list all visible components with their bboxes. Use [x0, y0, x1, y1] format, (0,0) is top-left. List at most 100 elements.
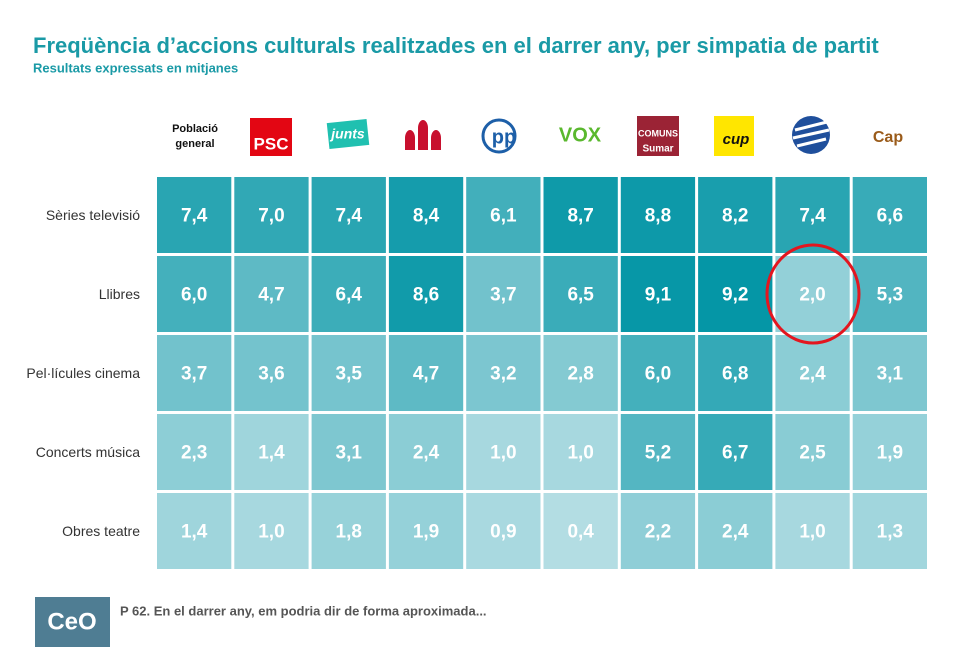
- cell: [620, 335, 696, 411]
- col-label: pp: [492, 126, 516, 148]
- footer-note: P 62. En el darrer any, em podria dir de…: [120, 603, 487, 618]
- cell: [466, 493, 541, 569]
- cell: [775, 493, 850, 569]
- cell-label: 2,3: [181, 443, 207, 464]
- cell: [775, 335, 850, 411]
- cell: [698, 414, 773, 490]
- cell-label: 7,0: [258, 206, 284, 227]
- logo-box: [250, 118, 292, 156]
- cell: [543, 493, 618, 569]
- col-label: general: [175, 138, 214, 150]
- col-label: junts: [329, 126, 365, 142]
- cell: [775, 256, 850, 332]
- cell-label: 2,4: [413, 443, 440, 464]
- logo-shape: [481, 118, 517, 154]
- comuns-logo: COMUNS Sumar: [637, 116, 679, 156]
- cell-label: 8,2: [722, 206, 748, 227]
- cell-label: 1,0: [258, 522, 284, 543]
- junts-logo: junts: [326, 118, 370, 150]
- cell-label: 8,8: [645, 206, 671, 227]
- cell: [311, 256, 386, 332]
- footer-logo: CeO: [47, 608, 96, 635]
- cell: [543, 414, 618, 490]
- cell: [466, 256, 541, 332]
- cell-label: 7,4: [799, 206, 826, 227]
- cell: [698, 177, 773, 253]
- aliança-logo: [792, 116, 830, 154]
- col-label: Població: [172, 123, 218, 135]
- cell-label: 1,9: [413, 522, 439, 543]
- cell: [620, 256, 696, 332]
- cup-logo: cup: [714, 116, 754, 156]
- cell: [388, 256, 464, 332]
- vox-logo: VOX: [559, 124, 602, 146]
- cell-label: 3,1: [336, 443, 363, 464]
- cell: [620, 493, 696, 569]
- cells: 7,4 7,0 7,4 8,4 6,1 8,7 8,8 8,2 7,4 6,6 6,0 4,7 6,4 8…: [157, 177, 927, 569]
- cell-label: 4,7: [258, 285, 284, 306]
- col-header: Població general: [172, 123, 218, 150]
- cell: [852, 256, 927, 332]
- cell: [311, 414, 386, 490]
- cell-label: 6,7: [722, 443, 748, 464]
- row-label: Pel·lícules cinema: [26, 365, 140, 381]
- cell: [234, 493, 309, 569]
- cell: [234, 335, 309, 411]
- col-label: Cap: [873, 129, 903, 146]
- cell-label: 1,8: [336, 522, 362, 543]
- col-label: Sumar: [642, 144, 673, 155]
- col-label: cup: [723, 131, 750, 148]
- cell: [157, 177, 232, 253]
- cell-label: 3,6: [258, 364, 284, 385]
- cell: [311, 493, 386, 569]
- cell-label: 6,0: [181, 285, 207, 306]
- logo-box: [637, 116, 679, 156]
- cell-label: 5,3: [877, 285, 903, 306]
- cell-label: 6,5: [567, 285, 594, 306]
- cell: [698, 493, 773, 569]
- row-label: Sèries televisió: [46, 207, 140, 223]
- cell-label: 1,4: [258, 443, 285, 464]
- cell-label: 2,4: [722, 522, 749, 543]
- cell: [157, 256, 232, 332]
- footer-logo-box: [35, 597, 110, 647]
- cell: [775, 177, 850, 253]
- cell-label: 3,7: [181, 364, 207, 385]
- cell: [852, 177, 927, 253]
- cell: [775, 414, 850, 490]
- col-label: PSC: [254, 134, 289, 153]
- cell-label: 2,4: [799, 364, 826, 385]
- cell-label: 6,1: [490, 206, 517, 227]
- erc-logo: [405, 120, 441, 150]
- cell: [234, 177, 309, 253]
- cell-label: 1,4: [181, 522, 208, 543]
- cell-label: 1,9: [877, 443, 903, 464]
- cell-label: 4,7: [413, 364, 439, 385]
- cell-label: 2,0: [799, 285, 825, 306]
- cell: [466, 414, 541, 490]
- cell-label: 5,2: [645, 443, 671, 464]
- cell-label: 3,5: [336, 364, 363, 385]
- cell: [852, 414, 927, 490]
- chart-title: Freqüència d’accions culturals realitzad…: [33, 33, 879, 58]
- cell: [620, 414, 696, 490]
- cell-label: 7,4: [336, 206, 363, 227]
- cell: [388, 177, 464, 253]
- psc-logo: PSC: [250, 118, 292, 156]
- chart-subtitle: Resultats expressats en mitjanes: [33, 60, 238, 75]
- cell-label: 6,0: [645, 364, 671, 385]
- cell: [388, 414, 464, 490]
- cell: [157, 493, 232, 569]
- cell: [543, 335, 618, 411]
- cell: [466, 177, 541, 253]
- cell-label: 3,2: [490, 364, 516, 385]
- cell-label: 3,7: [490, 285, 516, 306]
- cell-label: 1,0: [567, 443, 593, 464]
- cell-label: 3,1: [877, 364, 904, 385]
- pp-logo: pp: [481, 118, 517, 154]
- logo-box: [714, 116, 754, 156]
- cell-label: 6,4: [336, 285, 363, 306]
- row-label: Llibres: [99, 286, 140, 302]
- col-label: VOX: [559, 124, 602, 146]
- cell: [234, 256, 309, 332]
